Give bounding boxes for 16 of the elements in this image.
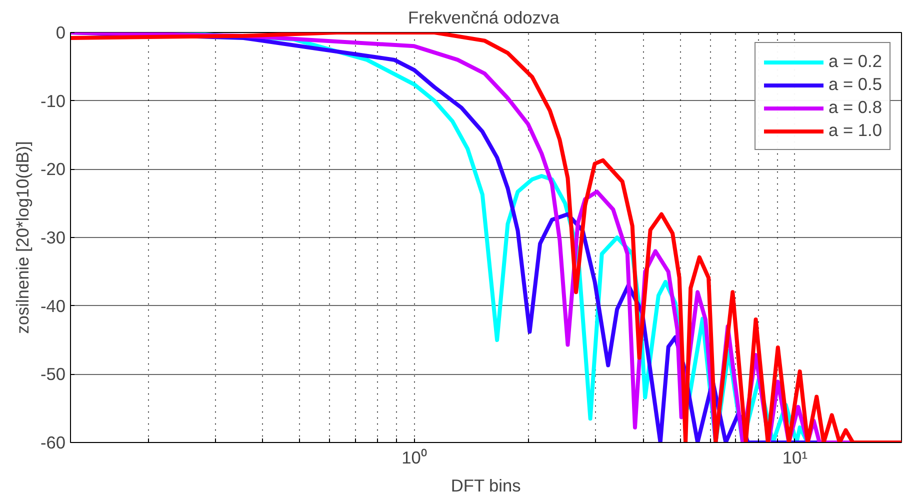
x-tick-label: 10¹ [782, 448, 808, 468]
y-axis-title: zosilnenie [20*log10(dB)] [12, 141, 32, 334]
legend-label: a = 0.5 [828, 74, 882, 95]
y-tick-label: -60 [40, 432, 66, 452]
legend-label: a = 0.2 [828, 51, 882, 72]
x-axis-title: DFT bins [450, 476, 522, 496]
y-tick-label: -10 [40, 90, 66, 111]
y-tick-label: -20 [40, 159, 66, 180]
y-tick-label: 0 [56, 22, 66, 42]
y-tick-label: -50 [40, 364, 66, 384]
y-tick-label: -30 [40, 228, 66, 248]
y-tick-label: -40 [40, 296, 66, 316]
legend-label: a = 0.8 [828, 97, 882, 118]
chart-title: Frekvenčná odozva [408, 8, 560, 28]
legend-label: a = 1.0 [828, 120, 882, 141]
x-tick-label: 10⁰ [402, 448, 427, 468]
